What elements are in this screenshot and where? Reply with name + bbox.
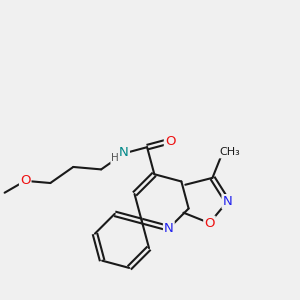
Text: N: N bbox=[223, 195, 232, 208]
Text: O: O bbox=[204, 217, 215, 230]
Text: O: O bbox=[20, 174, 31, 187]
Text: N: N bbox=[164, 222, 174, 235]
Text: N: N bbox=[119, 146, 129, 159]
Text: O: O bbox=[165, 134, 175, 148]
Text: H: H bbox=[111, 153, 119, 163]
Text: CH₃: CH₃ bbox=[219, 148, 240, 158]
